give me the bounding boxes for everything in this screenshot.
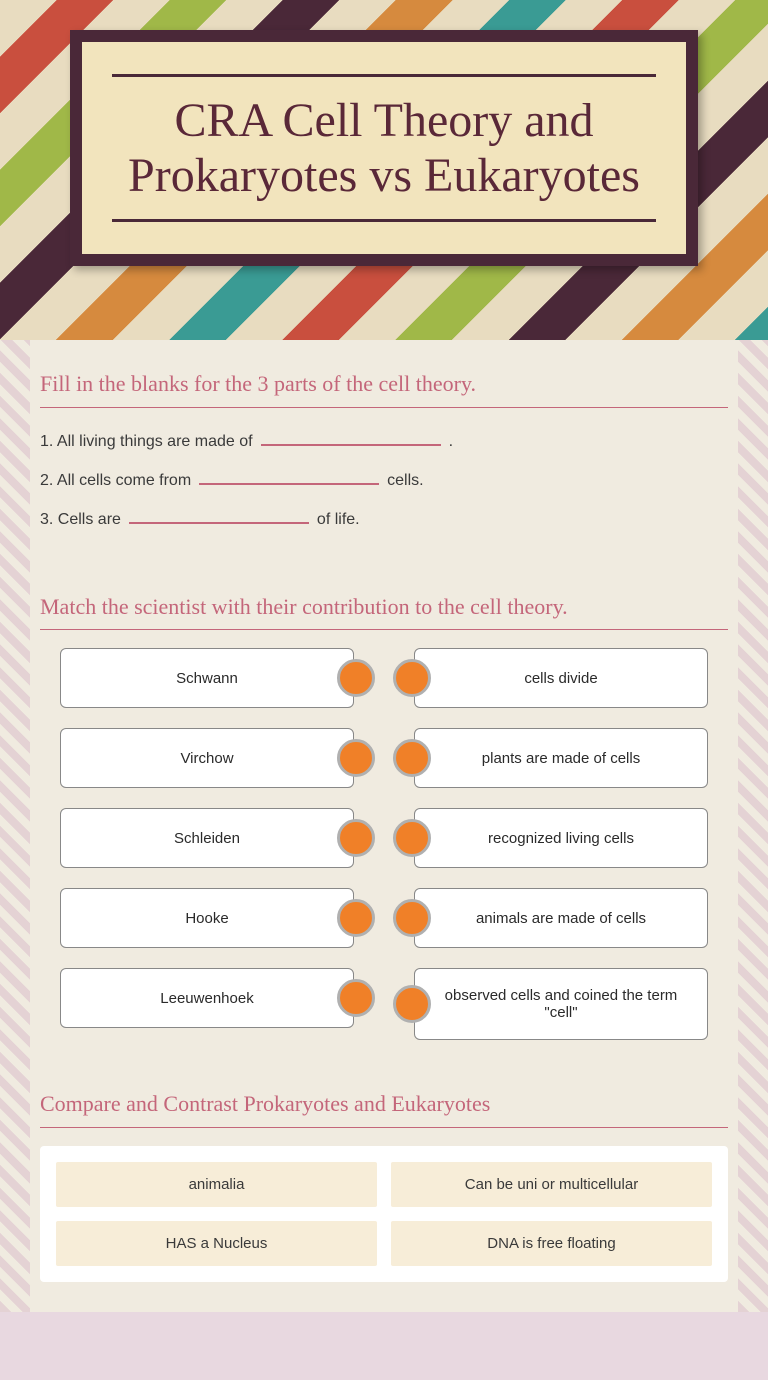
match-label: animals are made of cells [476,910,646,927]
match-item-contribution[interactable]: observed cells and coined the term "cell… [414,968,708,1040]
connector-dot[interactable] [393,899,431,937]
decorative-right [738,340,768,1312]
fill-text-post: . [449,433,453,451]
match-item-contribution[interactable]: plants are made of cells [414,728,708,788]
blank-input[interactable] [129,504,309,524]
match-label: cells divide [524,670,597,687]
match-label: observed cells and coined the term "cell… [427,987,695,1021]
match-item-scientist[interactable]: Hooke [60,888,354,948]
fill-text-pre: 1. All living things are made of [40,433,253,451]
match-label: Virchow [180,750,233,767]
blank-input[interactable] [261,426,441,446]
decorative-left [0,340,30,1312]
title-rule-top [112,74,656,77]
title-rule-bottom [112,219,656,222]
connector-dot[interactable] [393,659,431,697]
match-item-scientist[interactable]: Schleiden [60,808,354,868]
connector-dot[interactable] [337,819,375,857]
connector-dot[interactable] [337,739,375,777]
connector-dot[interactable] [337,659,375,697]
match-item-contribution[interactable]: cells divide [414,648,708,708]
page-title: CRA Cell Theory and Prokaryotes vs Eukar… [112,85,656,211]
blank-input[interactable] [199,465,379,485]
connector-dot[interactable] [393,985,431,1023]
connector-dot[interactable] [337,979,375,1017]
match-item-scientist[interactable]: Schwann [60,648,354,708]
section-heading-match: Match the scientist with their contribut… [40,593,728,631]
content-area: Fill in the blanks for the 3 parts of th… [0,340,768,1312]
section-heading-fill: Fill in the blanks for the 3 parts of th… [40,370,728,408]
compare-box: animalia Can be uni or multicellular HAS… [40,1146,728,1282]
section-heading-compare: Compare and Contrast Prokaryotes and Euk… [40,1090,728,1128]
connector-dot[interactable] [393,739,431,777]
title-frame: CRA Cell Theory and Prokaryotes vs Eukar… [70,30,698,266]
match-grid: Schwann Virchow Schleiden Hooke Leeuwenh… [40,648,728,1040]
match-label: plants are made of cells [482,750,640,767]
fill-blank-row: 3. Cells are of life. [40,504,728,529]
fill-text-pre: 3. Cells are [40,511,121,529]
match-label: Hooke [185,910,228,927]
match-item-scientist[interactable]: Leeuwenhoek [60,968,354,1028]
match-label: recognized living cells [488,830,634,847]
connector-dot[interactable] [337,899,375,937]
match-label: Schwann [176,670,238,687]
fill-blank-row: 2. All cells come from cells. [40,465,728,490]
match-label: Leeuwenhoek [160,990,253,1007]
header-banner: CRA Cell Theory and Prokaryotes vs Eukar… [0,0,768,340]
fill-text-post: of life. [317,511,360,529]
fill-text-post: cells. [387,472,423,490]
compare-item[interactable]: HAS a Nucleus [56,1221,377,1266]
match-item-scientist[interactable]: Virchow [60,728,354,788]
match-item-contribution[interactable]: animals are made of cells [414,888,708,948]
connector-dot[interactable] [393,819,431,857]
compare-item[interactable]: Can be uni or multicellular [391,1162,712,1207]
fill-text-pre: 2. All cells come from [40,472,191,490]
compare-item[interactable]: DNA is free floating [391,1221,712,1266]
match-column-right: cells divide plants are made of cells re… [414,648,708,1040]
match-label: Schleiden [174,830,240,847]
compare-item[interactable]: animalia [56,1162,377,1207]
match-item-contribution[interactable]: recognized living cells [414,808,708,868]
fill-blank-row: 1. All living things are made of . [40,426,728,451]
match-column-left: Schwann Virchow Schleiden Hooke Leeuwenh… [60,648,354,1040]
